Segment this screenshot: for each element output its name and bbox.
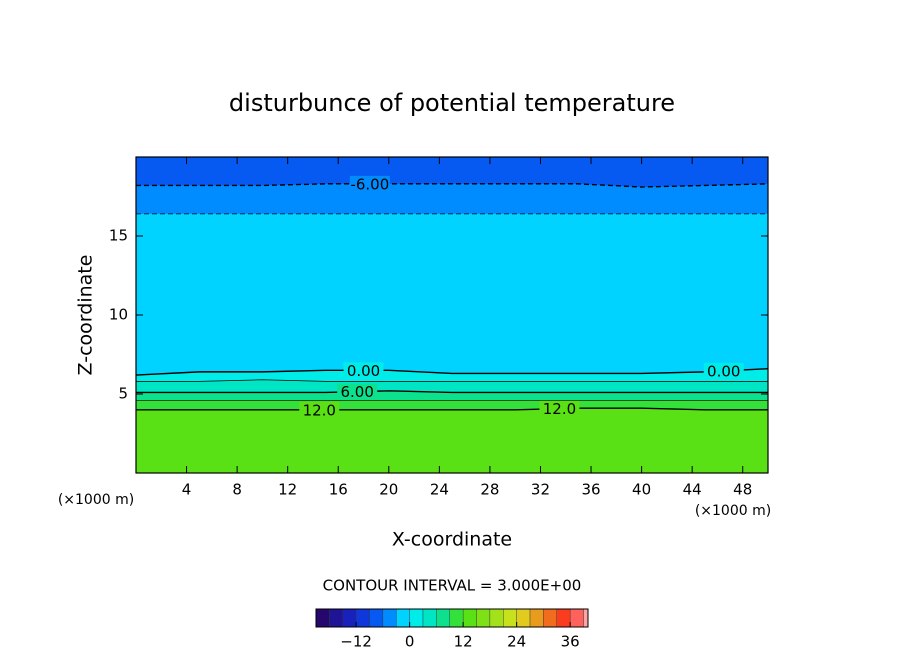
colorbar-swatch [409,608,424,628]
contour-label: 0.00 [347,362,380,380]
colorbar-tick-label: 24 [507,633,526,651]
x-tick-label: 28 [480,481,499,499]
colorbar-tick-label: −12 [340,633,372,651]
colorbar-frame [315,608,589,628]
colorbar-swatch [462,608,477,628]
x-tick-label: 16 [329,481,348,499]
contour-line [136,183,769,188]
y-unit-label: (×1000 m) [58,492,134,508]
colorbar-swatch [396,608,410,628]
contour-label-bg [343,362,384,379]
colorbar-swatch [329,608,343,628]
colorbar-swatch [315,608,330,628]
colorbar-swatch [449,608,464,628]
x-tick-label: 8 [232,481,242,499]
contour-label: 0.00 [707,362,740,380]
y-axis-title: Z-coordinate [75,255,97,376]
contour-label-bg [349,175,390,192]
contour-line [136,379,768,382]
x-tick-label: 32 [531,481,550,499]
colorbar-swatch [583,608,589,628]
colorbar-swatch [369,608,384,628]
colorbar-swatch [489,608,504,628]
colorbar-swatch [569,608,584,628]
contour-line [135,368,769,376]
colorbar-swatch [355,608,370,628]
contour-label: 12.0 [303,401,336,419]
contour-label-bg [299,401,340,418]
contour-label: 6.00 [340,383,373,401]
contour-label-bg [337,383,378,400]
x-tick-label: 44 [683,481,702,499]
filled-band [136,408,768,473]
x-tick-label: 12 [278,481,297,499]
x-tick-label: 36 [581,481,600,499]
colorbar-swatch [503,608,517,628]
colorbar-tick-label: 0 [405,633,415,651]
colorbar-swatch [382,608,397,628]
x-axis-title: X-coordinate [392,529,512,551]
contour-line [136,390,768,394]
x-tick-label: 40 [632,481,651,499]
chart-title: disturbunce of potential temperature [229,89,675,117]
colorbar-swatch [342,608,357,628]
colorbar-swatch [476,608,491,628]
y-tick-label: 15 [109,227,128,245]
contour-label: 12.0 [543,400,576,418]
colorbar-tick-label: 12 [454,633,473,651]
x-tick-label: 4 [182,481,192,499]
colorbar-swatch [516,608,531,628]
contour-line [136,407,768,411]
x-tick-label: 48 [733,481,752,499]
y-tick-label: 5 [118,385,128,403]
colorbar-swatch [543,608,557,628]
x-tick-label: 24 [430,481,449,499]
x-tick-label: 20 [379,481,398,499]
contour-interval: CONTOUR INTERVAL = 3.000E+00 [323,577,582,595]
y-tick-label: 10 [109,306,128,324]
contour-label-bg [703,362,744,379]
colorbar-swatch [422,608,437,628]
colorbar-swatch [436,608,450,628]
colorbar-swatch [529,608,544,628]
colorbar-tick-label: 36 [561,633,580,651]
contour-label: -6.00 [350,175,389,193]
contour-label-bg [539,400,580,417]
x-unit-label: (×1000 m) [695,503,771,519]
colorbar-swatch [556,608,571,628]
